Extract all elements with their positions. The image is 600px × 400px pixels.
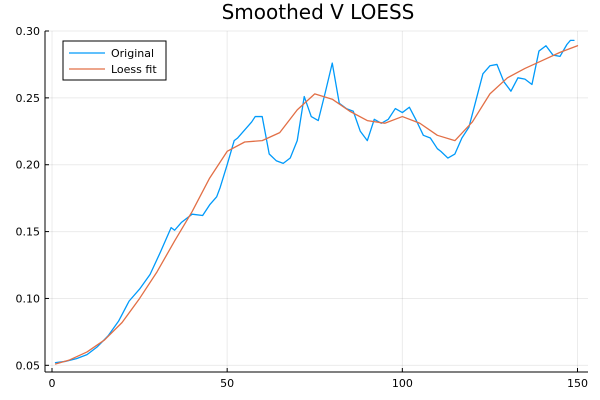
x-tick-label: 100	[392, 377, 413, 390]
x-axis-ticks: 0 50 100 150	[49, 368, 588, 390]
y-tick-label: 0.30	[16, 25, 41, 38]
legend-original-label: Original	[111, 47, 154, 60]
series-original-line	[54, 39, 575, 364]
x-tick-label: 150	[567, 377, 588, 390]
axes	[44, 31, 588, 373]
y-axis-ticks: 0.05 0.10 0.15 0.20 0.25 0.30	[16, 25, 49, 372]
y-tick-label: 0.05	[16, 359, 41, 372]
y-tick-label: 0.15	[16, 226, 41, 239]
y-tick-label: 0.25	[16, 92, 41, 105]
grid	[45, 30, 588, 372]
legend-loess-label: Loess fit	[111, 63, 157, 76]
x-tick-label: 0	[49, 377, 56, 390]
chart-title: Smoothed V LOESS	[222, 0, 415, 24]
y-tick-label: 0.20	[16, 159, 41, 172]
y-tick-label: 0.10	[16, 292, 41, 305]
legend-box	[62, 40, 167, 81]
series-lines	[54, 39, 579, 365]
legend: Original Loess fit	[62, 40, 167, 81]
x-tick-label: 50	[220, 377, 234, 390]
series-loess-fit-line	[54, 45, 579, 365]
